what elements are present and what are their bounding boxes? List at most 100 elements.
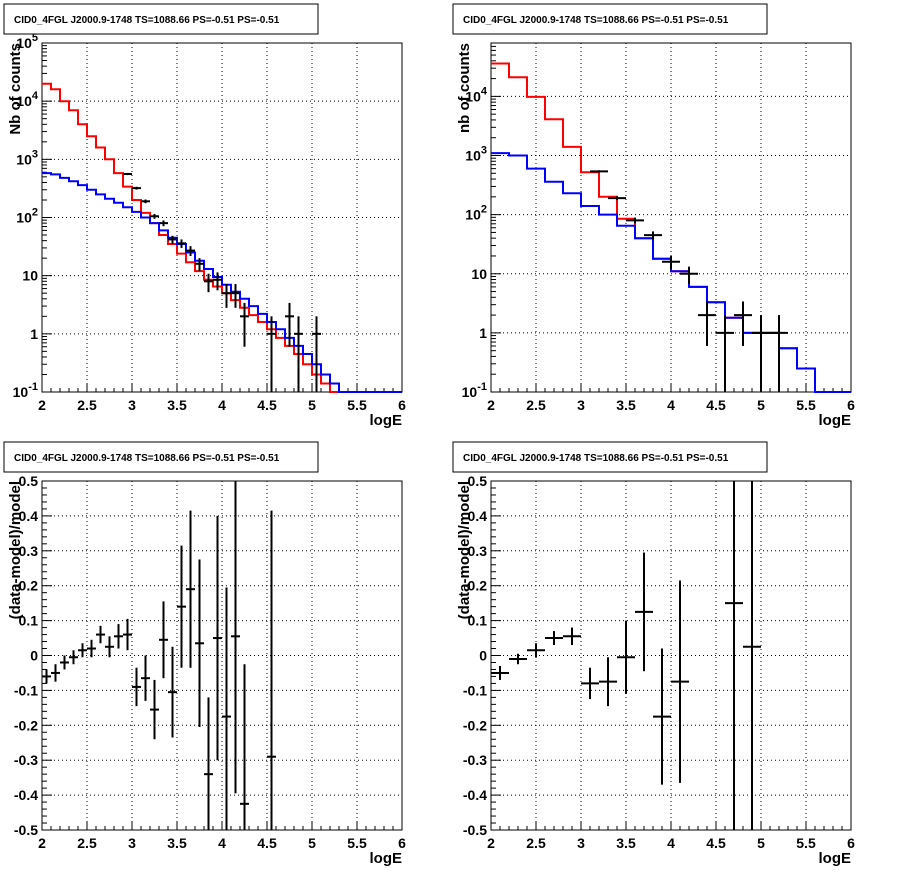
chart-pad-1: CID0_4FGL J2000.9-1748 TS=1088.66 PS=-0.… <box>3 3 406 429</box>
residual-point <box>114 624 123 649</box>
series-line-source-model <box>42 172 402 393</box>
y-tick-label: 102 <box>16 207 38 226</box>
residual-point <box>545 631 563 646</box>
data-point <box>267 316 276 392</box>
residual-point <box>653 648 671 785</box>
data-point <box>168 235 177 244</box>
x-tick-label: 4.5 <box>257 835 277 851</box>
x-tick-label: 3 <box>128 397 136 413</box>
chart-pad-3: CID0_4FGL J2000.9-1748 TS=1088.66 PS=-0.… <box>3 441 406 867</box>
chart-title-box <box>3 3 319 35</box>
x-tick-label: 5.5 <box>347 835 367 851</box>
residual-point <box>141 655 150 701</box>
residual-point <box>186 510 195 668</box>
data-point <box>186 246 195 256</box>
chart-title-box <box>452 3 768 35</box>
y-tick-label: 104 <box>465 85 488 104</box>
residual-point <box>581 667 599 700</box>
residual-point <box>743 481 761 830</box>
data-point <box>132 186 141 190</box>
y-tick-label: -0.1 <box>463 682 487 698</box>
x-tick-label: 6 <box>847 835 855 851</box>
residual-point <box>635 552 653 672</box>
chart-pad-4: CID0_4FGL J2000.9-1748 TS=1088.66 PS=-0.… <box>452 441 855 867</box>
x-tick-label: 5 <box>757 835 765 851</box>
data-point <box>752 315 770 392</box>
y-tick-label: 0.1 <box>19 613 39 629</box>
chart-title: CID0_4FGL J2000.9-1748 TS=1088.66 PS=-0.… <box>14 453 280 464</box>
chart-pad-2: CID0_4FGL J2000.9-1748 TS=1088.66 PS=-0.… <box>452 3 855 429</box>
data-point <box>141 199 150 204</box>
x-tick-label: 2.5 <box>526 835 546 851</box>
x-axis-title: logE <box>819 850 852 867</box>
x-tick-label: 3 <box>577 835 585 851</box>
residual-point <box>96 625 105 644</box>
residual-point <box>509 653 527 665</box>
y-tick-label: 1 <box>30 326 38 342</box>
y-tick-label: 104 <box>16 90 39 109</box>
x-tick-label: 3 <box>128 835 136 851</box>
x-tick-label: 4.5 <box>257 397 277 413</box>
x-tick-label: 2.5 <box>77 835 97 851</box>
residual-point <box>563 627 581 646</box>
residual-point <box>105 636 114 658</box>
residual-point <box>671 580 689 783</box>
chart-title-box <box>3 441 319 473</box>
x-tick-label: 3 <box>577 397 585 413</box>
data-point <box>123 172 132 176</box>
y-tick-label: -0.5 <box>463 822 487 838</box>
residual-point <box>123 618 132 651</box>
x-tick-label: 3.5 <box>167 397 187 413</box>
data-point <box>770 315 788 392</box>
y-tick-label: 0.5 <box>19 473 39 489</box>
y-tick-label: 103 <box>16 148 38 167</box>
x-axis-title: logE <box>370 412 403 429</box>
x-tick-label: 5.5 <box>347 397 367 413</box>
chart-title: CID0_4FGL J2000.9-1748 TS=1088.66 PS=-0.… <box>463 453 729 464</box>
y-tick-label: -0.3 <box>463 752 487 768</box>
y-tick-label: -0.2 <box>14 717 38 733</box>
x-tick-label: 5 <box>757 397 765 413</box>
data-point <box>626 217 644 224</box>
y-tick-label: 0.2 <box>19 578 39 594</box>
x-tick-label: 5 <box>308 835 316 851</box>
chart-title: CID0_4FGL J2000.9-1748 TS=1088.66 PS=-0.… <box>463 15 729 26</box>
y-axis-title: nb of counts <box>456 43 473 133</box>
residual-point <box>222 587 231 830</box>
x-tick-label: 2.5 <box>77 397 97 413</box>
x-tick-label: 5.5 <box>796 835 816 851</box>
y-tick-label: 1 <box>479 325 487 341</box>
data-point <box>240 302 249 347</box>
data-point <box>662 255 680 270</box>
data-point <box>716 315 734 392</box>
data-point <box>204 273 213 293</box>
data-point <box>177 239 186 248</box>
data-point <box>698 301 716 346</box>
y-tick-label: 0.3 <box>19 543 39 559</box>
x-tick-label: 4 <box>667 397 675 413</box>
y-axis-title: (data-model)/model <box>7 481 24 619</box>
x-tick-label: 3.5 <box>616 835 636 851</box>
x-tick-label: 6 <box>847 397 855 413</box>
x-tick-label: 2 <box>487 397 495 413</box>
y-tick-label: -0.4 <box>14 787 38 803</box>
data-point <box>644 231 662 240</box>
residual-point <box>168 646 177 738</box>
residual-point <box>231 481 240 794</box>
y-tick-label: 0.3 <box>468 543 488 559</box>
data-point <box>231 283 240 308</box>
data-point <box>312 316 321 392</box>
y-tick-label: 10 <box>471 266 487 282</box>
residual-point <box>42 669 51 684</box>
y-tick-label: 0.2 <box>468 578 488 594</box>
y-tick-label: 0.1 <box>468 613 488 629</box>
y-tick-label: 0.4 <box>468 508 488 524</box>
data-point <box>285 302 294 347</box>
residual-point <box>51 664 60 682</box>
x-tick-label: 5.5 <box>796 397 816 413</box>
data-point <box>195 258 204 272</box>
x-tick-label: 4 <box>218 397 226 413</box>
residual-point <box>87 639 96 658</box>
residual-point <box>240 664 249 830</box>
